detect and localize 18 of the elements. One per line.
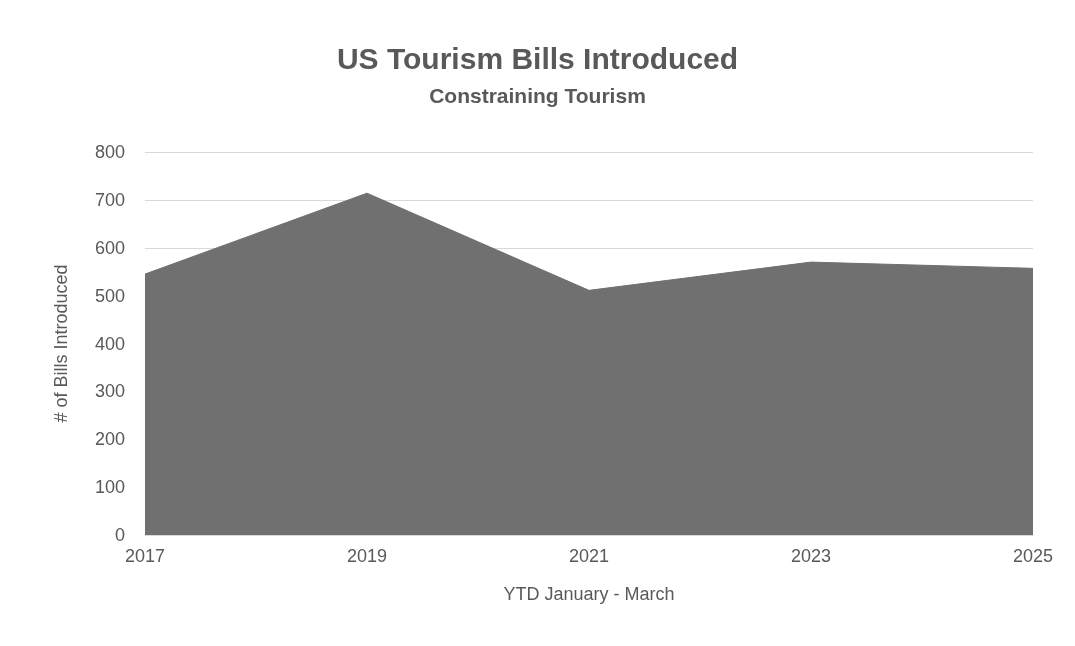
y-tick-label: 700 (94, 189, 125, 210)
y-axis-title: # of Bills Introduced (51, 264, 71, 423)
x-tick-label: 2021 (568, 546, 610, 566)
x-tick-label: 2019 (346, 546, 388, 566)
y-tick-label: 300 (94, 381, 125, 402)
y-tick-label: 500 (94, 285, 125, 306)
x-tick-label: 2017 (124, 546, 166, 566)
x-tick-label: 2023 (790, 546, 832, 566)
chart-subtitle: Constraining Tourism (429, 84, 646, 107)
x-tick-label: 2025 (1012, 546, 1054, 566)
y-tick-label: 200 (94, 429, 125, 450)
x-axis-title: YTD January - March (503, 584, 675, 604)
y-tick-label: 400 (94, 333, 125, 354)
y-tick-label: 600 (94, 237, 125, 258)
chart-title: US Tourism Bills Introduced (336, 41, 739, 75)
y-tick-label: 0 (114, 525, 125, 545)
y-tick-label: 100 (94, 477, 125, 498)
y-tick-label: 800 (94, 142, 125, 162)
